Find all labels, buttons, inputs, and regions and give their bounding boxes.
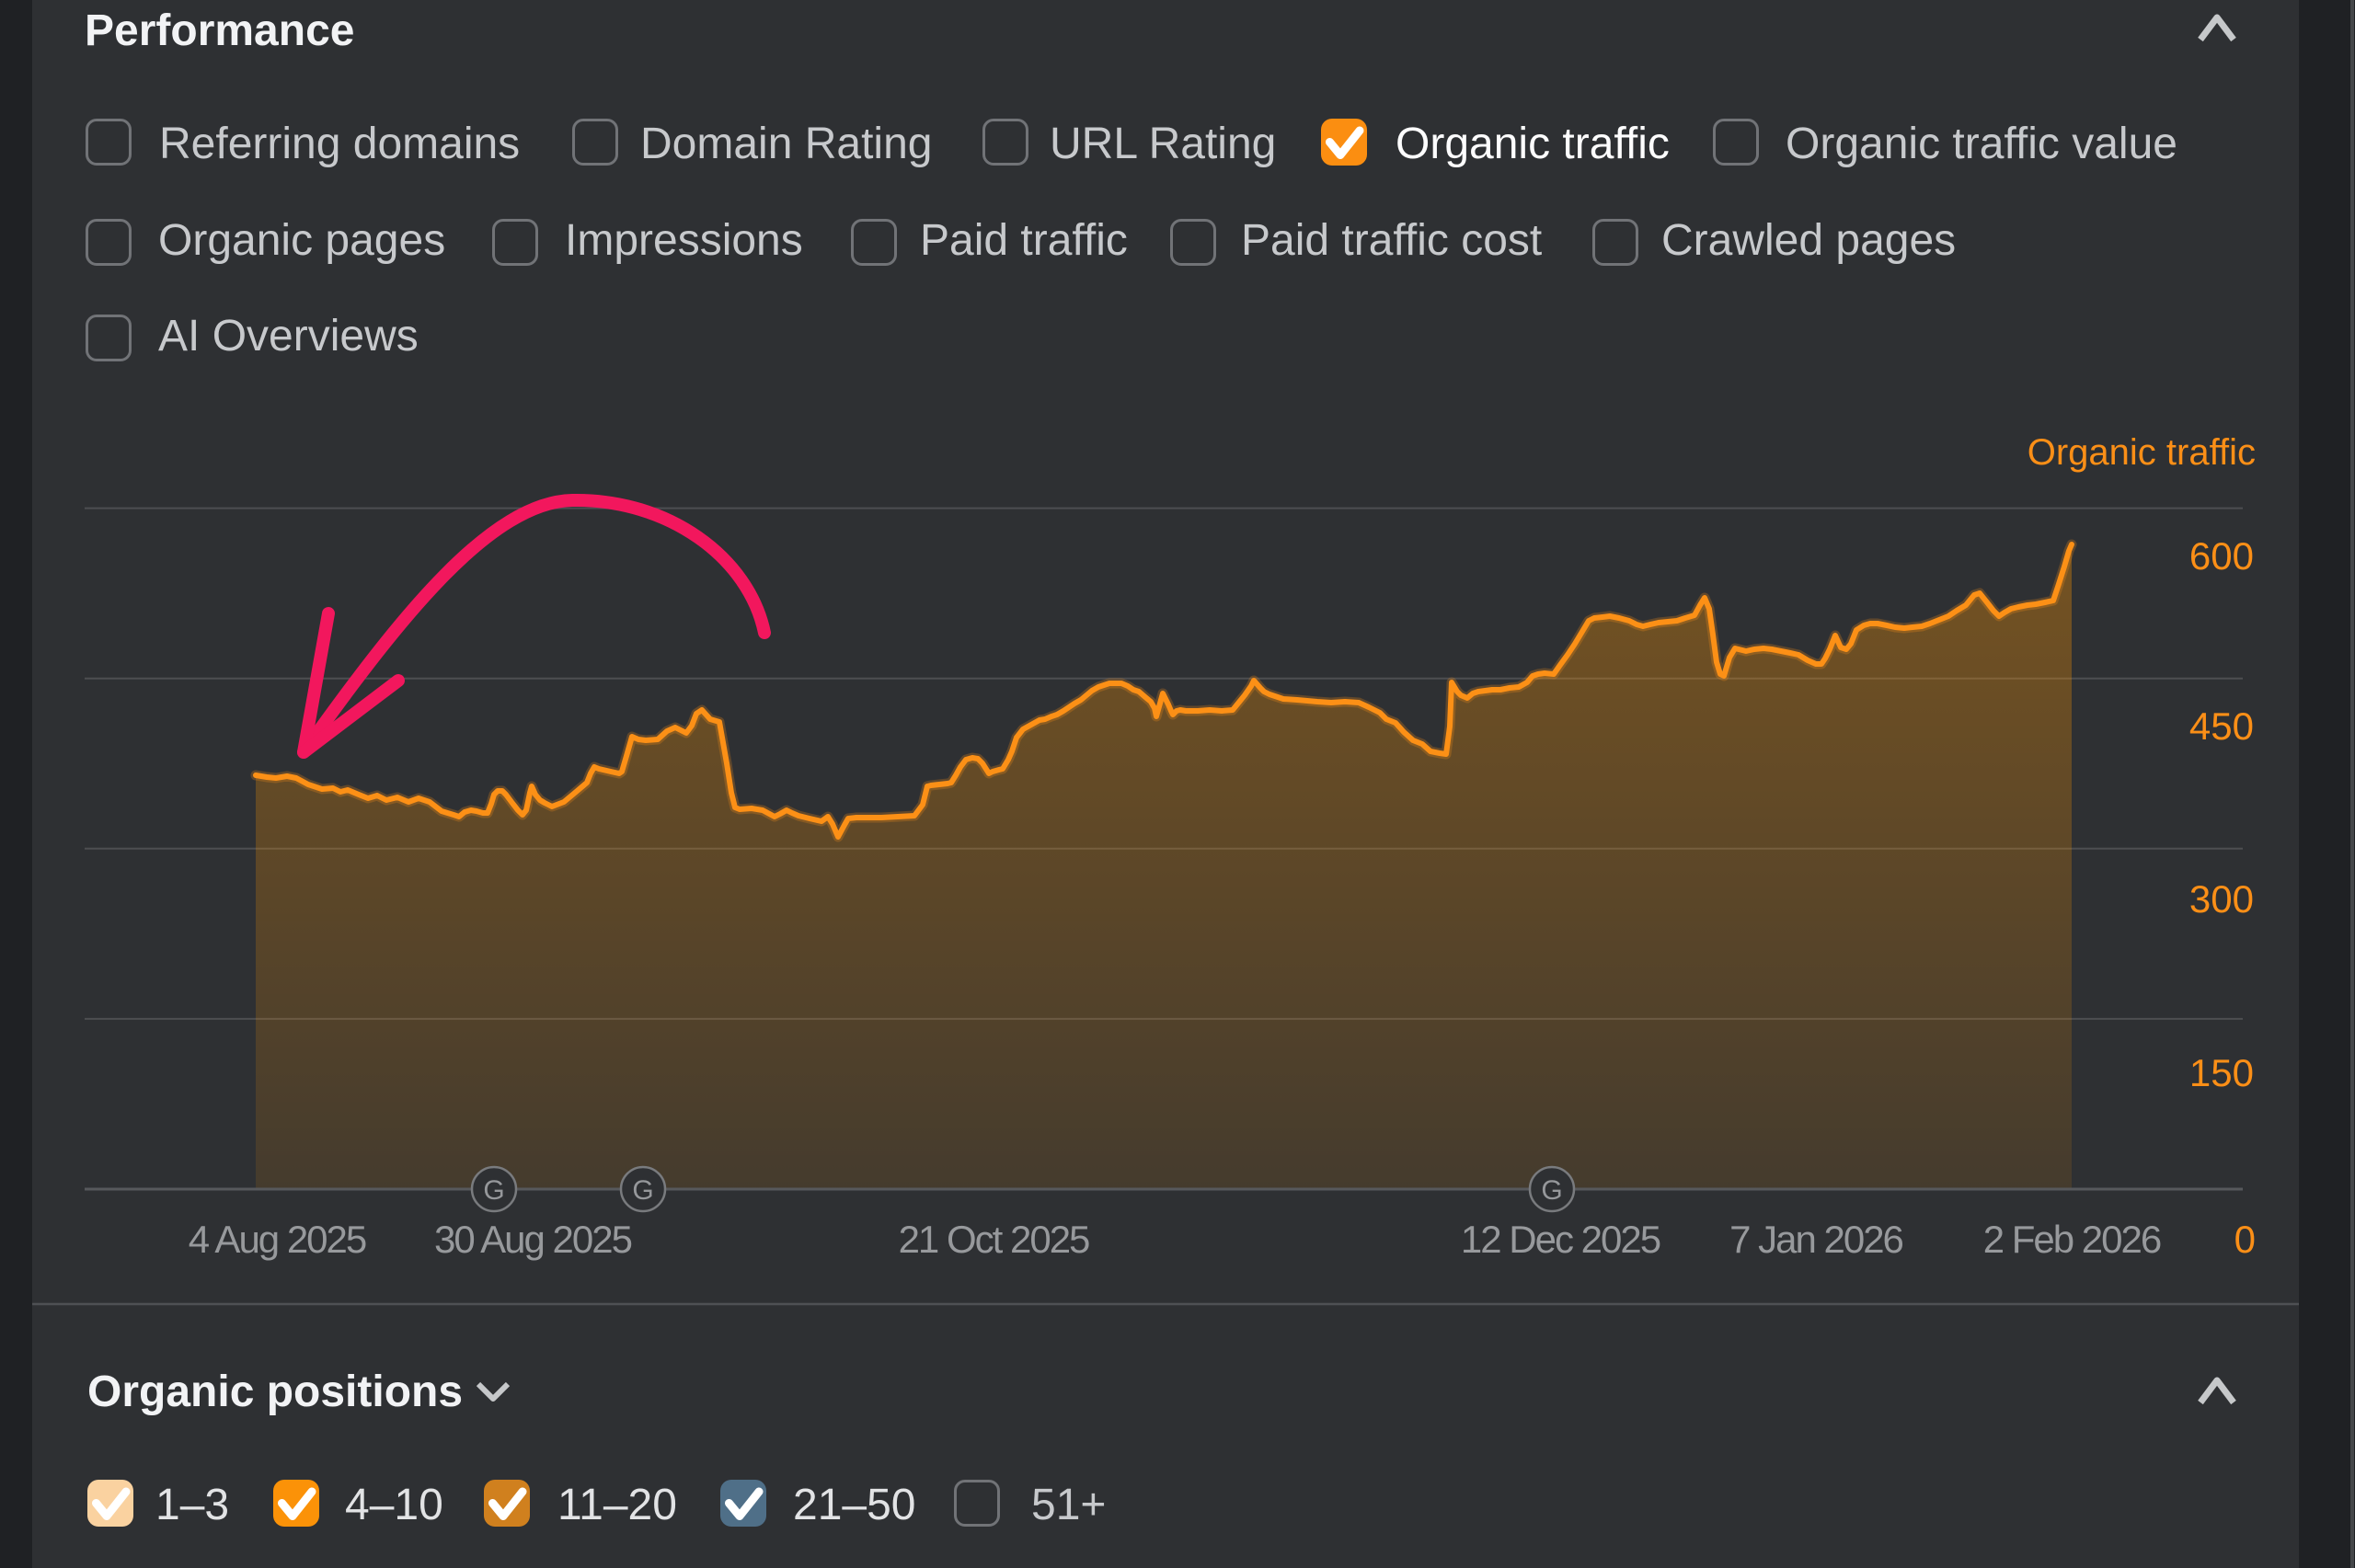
svg-text:7 Jan 2026: 7 Jan 2026 — [1729, 1218, 1902, 1261]
svg-text:0: 0 — [2234, 1218, 2256, 1261]
svg-text:2 Feb 2026: 2 Feb 2026 — [1983, 1218, 2161, 1261]
svg-text:Organic traffic: Organic traffic — [2028, 432, 2256, 473]
svg-text:21 Oct 2025: 21 Oct 2025 — [899, 1218, 1089, 1261]
svg-text:30 Aug 2025: 30 Aug 2025 — [434, 1218, 632, 1261]
svg-text:600: 600 — [2189, 534, 2254, 578]
svg-text:300: 300 — [2189, 877, 2254, 921]
svg-text:12 Dec 2025: 12 Dec 2025 — [1461, 1218, 1660, 1261]
svg-text:450: 450 — [2189, 704, 2254, 748]
svg-text:150: 150 — [2189, 1051, 2254, 1094]
svg-text:G: G — [632, 1175, 653, 1206]
svg-text:4 Aug 2025: 4 Aug 2025 — [189, 1218, 366, 1261]
svg-text:G: G — [483, 1175, 504, 1206]
svg-text:G: G — [1541, 1175, 1562, 1206]
